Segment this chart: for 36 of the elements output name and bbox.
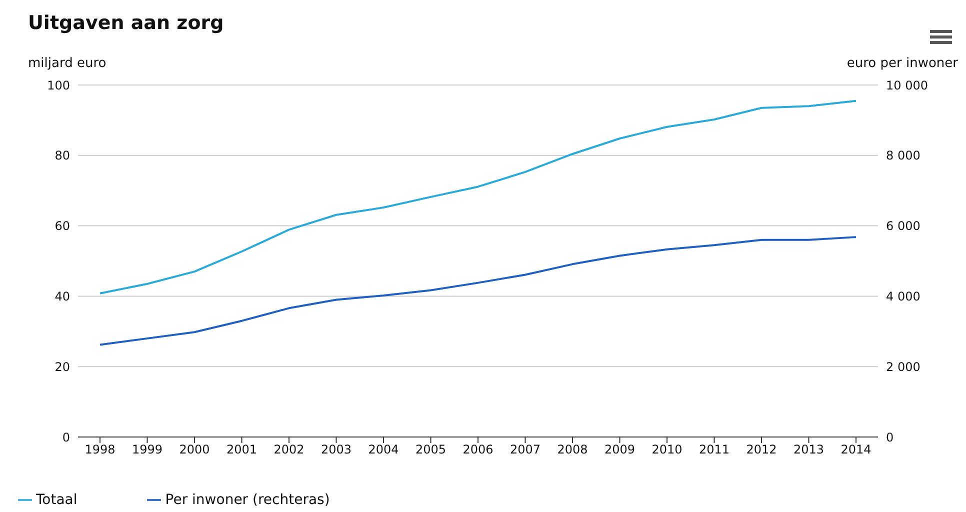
y2-tick-label: 0	[886, 430, 894, 444]
x-tick-label: 2001	[226, 442, 258, 457]
x-tick-label: 1999	[132, 442, 163, 457]
y2-tick-label: 8 000	[886, 148, 920, 163]
x-tick-label: 2000	[179, 442, 210, 457]
y2-tick-label: 6 000	[886, 219, 920, 234]
y-tick-label: 0	[62, 430, 70, 444]
x-tick-label: 2009	[604, 442, 636, 457]
x-tick-label: 2006	[462, 442, 494, 457]
x-tick-label: 2005	[415, 442, 446, 457]
x-tick-label: 2002	[274, 442, 304, 457]
x-tick-label: 2012	[746, 442, 777, 457]
y2-tick-label: 4 000	[886, 289, 920, 304]
x-tick-label: 2011	[698, 442, 730, 457]
y2-axis-title: euro per inwoner	[846, 56, 958, 71]
y-tick-label: 40	[54, 289, 70, 304]
y-tick-label: 60	[54, 219, 70, 234]
y2-tick-label: 2 000	[886, 360, 920, 374]
line-series	[99, 236, 857, 346]
y-tick-label: 20	[54, 360, 70, 374]
x-tick-label: 2010	[652, 442, 682, 457]
y-tick-label: 80	[54, 148, 70, 163]
x-tick-label: 2003	[320, 442, 352, 457]
x-tick-label: 2007	[510, 442, 541, 457]
legend-label: Per inwoner (rechteras)	[165, 492, 330, 508]
x-tick-label: 2004	[368, 442, 399, 457]
x-tick-label: 1998	[84, 442, 116, 457]
y-tick-label: 100	[47, 78, 70, 92]
legend-label: Totaal	[36, 492, 78, 508]
line-series	[99, 100, 857, 294]
y-axis-title: miljard euro	[28, 56, 106, 71]
y2-tick-label: 10 000	[886, 78, 928, 92]
x-tick-label: 2008	[557, 442, 588, 457]
x-tick-label: 2014	[840, 442, 872, 457]
x-tick-label: 2013	[793, 442, 824, 457]
chart-title: Uitgaven aan zorg	[28, 12, 224, 34]
